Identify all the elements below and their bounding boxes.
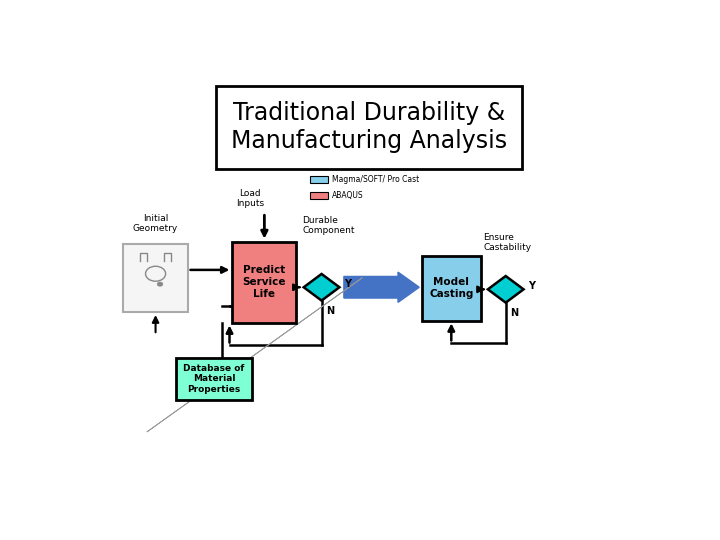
- Text: Traditional Durability &
Manufacturing Analysis: Traditional Durability & Manufacturing A…: [231, 102, 507, 153]
- FancyBboxPatch shape: [215, 85, 523, 168]
- FancyBboxPatch shape: [422, 256, 481, 321]
- Text: Durable
Component: Durable Component: [302, 216, 354, 235]
- Text: Predict
Service
Life: Predict Service Life: [243, 266, 286, 299]
- FancyArrow shape: [344, 272, 419, 302]
- Text: Magma/SOFT/ Pro Cast: Magma/SOFT/ Pro Cast: [332, 175, 419, 184]
- Circle shape: [157, 282, 163, 286]
- Text: ABAQUS: ABAQUS: [332, 191, 363, 200]
- Bar: [310, 192, 328, 199]
- Text: N: N: [326, 306, 334, 315]
- Text: Load
Inputs: Load Inputs: [236, 189, 264, 208]
- Text: Model
Casting: Model Casting: [429, 278, 474, 299]
- Polygon shape: [488, 276, 523, 302]
- FancyBboxPatch shape: [124, 244, 188, 312]
- Text: N: N: [510, 308, 518, 318]
- Polygon shape: [304, 274, 339, 301]
- Text: Database of
Material
Properties: Database of Material Properties: [184, 364, 245, 394]
- Text: Y: Y: [344, 279, 351, 289]
- FancyBboxPatch shape: [233, 241, 297, 322]
- Text: Y: Y: [528, 281, 535, 291]
- Text: Ensure
Castability: Ensure Castability: [483, 233, 531, 252]
- Text: Initial
Geometry: Initial Geometry: [133, 214, 178, 233]
- Bar: [310, 176, 328, 183]
- FancyBboxPatch shape: [176, 358, 252, 400]
